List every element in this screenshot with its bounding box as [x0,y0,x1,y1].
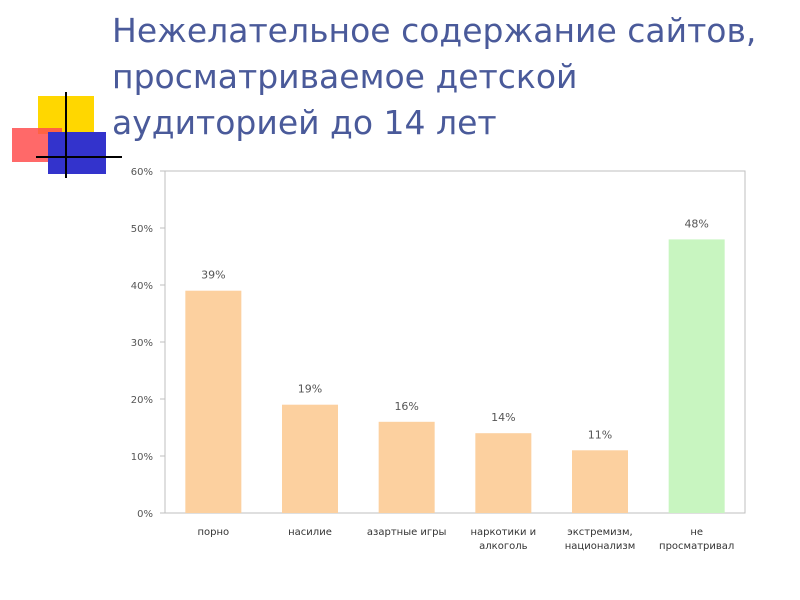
data-label: 48% [684,217,708,230]
slide-title: Нежелательное содержание сайтов, просмат… [112,11,757,142]
y-axis: 0% 10% 20% 30% 40% 50% 60% [131,167,165,520]
bar [475,433,532,513]
bar [668,239,725,513]
data-label: 16% [394,400,418,413]
category-labels-group: порно насилие азартные игры наркотики и алко… [197,527,734,552]
data-label: 11% [588,428,612,441]
bar [378,421,435,513]
bars-group [185,239,725,513]
data-labels-group: 39% 19% 16% 14% 11% 48% [201,217,709,441]
y-tick-label: 50% [131,224,153,235]
y-tick-label: 30% [131,338,153,349]
category-label: наркотики и алкоголь [470,527,536,552]
data-label: 14% [491,411,515,424]
category-label: азартные игры [367,527,447,538]
bar [572,450,628,513]
bar [282,404,338,513]
y-tick-label: 0% [137,509,153,520]
category-label: не просматривал [659,527,734,552]
data-label: 19% [298,383,322,396]
y-tick-label: 20% [131,395,153,406]
y-tick-label: 60% [131,167,153,178]
bar [185,290,242,513]
decorative-squares-icon [12,92,122,178]
y-tick-label: 40% [131,281,153,292]
data-label: 39% [201,269,225,282]
plot-area [164,170,746,514]
category-label: экстремизм, национализм [565,527,636,552]
category-label: порно [197,527,229,538]
y-tick-label: 10% [131,452,153,463]
deco-blue-square [48,132,106,174]
category-label: насилие [288,527,332,538]
